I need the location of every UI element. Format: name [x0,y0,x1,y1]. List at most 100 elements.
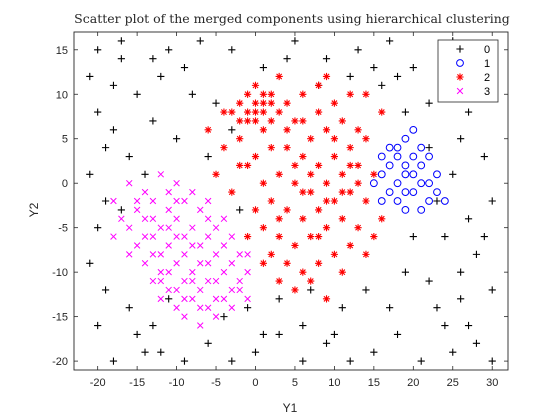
data-point-series-3 [197,260,204,267]
marker-x-shape [220,295,228,303]
data-point-series-0 [180,357,189,365]
data-point-series-3 [126,251,133,258]
data-point-series-2 [307,188,315,196]
marker-x-shape [456,87,464,95]
data-point-series-2 [228,108,236,116]
marker-star-shape [244,232,252,241]
marker-plus-shape [488,197,496,205]
x-tick-label: -10 [169,377,185,389]
data-point-series-1 [433,170,441,179]
data-point-series-2 [362,197,370,205]
data-point-series-0 [165,46,173,54]
data-point-series-2 [204,126,212,134]
data-point-series-0 [457,268,465,276]
marker-star-shape [267,250,275,258]
data-point-series-1 [417,143,426,152]
data-point-series-2 [220,144,228,152]
marker-circle-shape [377,197,386,205]
marker-plus-shape [425,144,433,152]
data-point-series-0 [386,37,394,45]
marker-star-shape [322,72,331,81]
data-point-series-3 [173,233,180,240]
data-point-series-0 [472,339,481,347]
data-point-series-3 [212,295,220,303]
data-point-series-3 [204,233,212,240]
marker-star-shape [322,126,331,134]
marker-star-shape [338,215,346,223]
marker-x-shape [165,188,172,196]
data-point-series-0 [94,46,102,54]
data-point-series-2 [322,295,331,303]
data-point-series-2 [315,206,323,214]
data-point-series-3 [220,215,228,223]
marker-plus-shape [212,99,220,107]
marker-star-shape [275,108,283,116]
x-tick-label: -20 [90,377,106,389]
data-point-series-2 [338,188,346,196]
data-point-series-2 [307,232,315,241]
data-point-series-2 [275,108,283,116]
marker-circle-shape [377,152,386,161]
y-tick-label: -15 [52,312,68,324]
data-point-series-0 [472,250,481,258]
marker-star-shape [259,90,267,98]
marker-x-shape [189,268,196,276]
data-point-series-1 [377,170,386,179]
data-point-series-3 [212,313,220,320]
data-point-series-3 [165,206,172,214]
data-point-series-0 [441,321,449,330]
data-point-series-2 [267,250,275,258]
data-point-series-0 [425,277,433,285]
marker-x-shape [110,197,117,205]
marker-star-shape [236,99,244,107]
data-point-series-2 [212,170,220,178]
data-point-series-3 [212,251,220,258]
marker-star-shape [354,179,362,187]
marker-x-shape [220,215,228,223]
marker-plus-shape [236,206,244,214]
x-axis-label: Y1 [283,401,298,415]
marker-plus-shape [393,330,402,339]
data-point-series-0 [109,81,118,89]
marker-x-shape [126,251,133,258]
data-point-series-2 [299,152,307,161]
data-point-series-0 [204,339,212,347]
marker-x-shape [197,242,204,249]
marker-x-shape [244,251,251,258]
data-point-series-3 [236,286,243,294]
legend-label-1: 1 [484,58,490,70]
data-point-series-2 [299,215,307,223]
marker-x-shape [204,304,212,311]
data-point-series-0 [188,90,196,98]
data-point-series-2 [251,99,260,107]
marker-star-shape [322,197,331,205]
data-point-series-2 [354,126,362,134]
x-tick-label: 10 [328,377,340,389]
marker-plus-shape [433,304,441,312]
marker-x-shape [173,179,180,187]
data-point-series-2 [346,241,354,250]
data-point-series-0 [449,170,457,178]
data-point-series-1 [401,170,410,179]
data-point-series-0 [196,37,204,45]
data-point-series-3 [220,242,228,249]
data-point-series-0 [228,357,236,365]
marker-circle-shape [425,197,433,205]
data-point-series-3 [181,233,188,240]
x-tick-label: 20 [407,377,419,389]
y-tick-label: 10 [56,89,68,101]
data-point-series-2 [330,99,338,107]
marker-x-shape [126,179,133,187]
data-point-series-3 [149,233,157,240]
data-point-series-2 [275,232,283,241]
data-point-series-3 [197,206,204,214]
data-point-series-0 [393,330,402,339]
series-0 [86,37,496,365]
marker-star-shape [283,206,291,214]
marker-x-shape [157,224,165,231]
data-point-series-3 [197,304,204,311]
data-point-series-0 [259,330,267,339]
data-point-series-3 [141,260,149,267]
marker-x-shape [228,304,236,311]
